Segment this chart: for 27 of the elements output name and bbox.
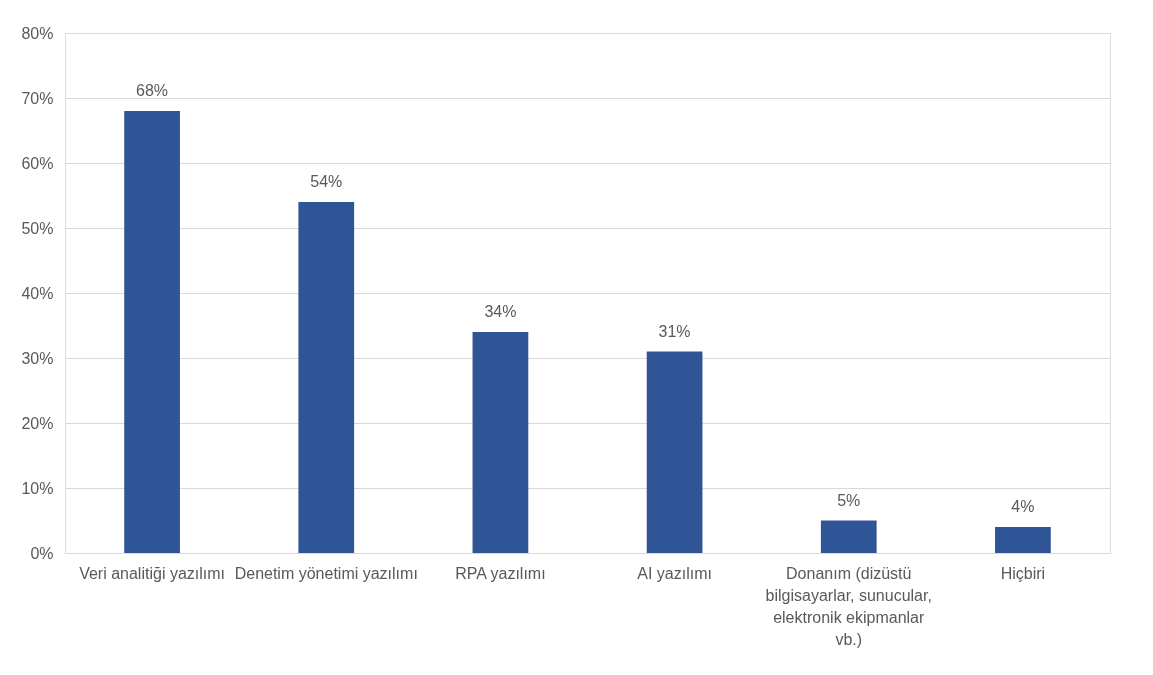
x-tick-label: RPA yazılımı bbox=[455, 564, 546, 582]
data-label: 5% bbox=[837, 491, 861, 509]
y-tick-label: 80% bbox=[21, 24, 54, 42]
data-label: 54% bbox=[310, 173, 343, 190]
bar bbox=[646, 351, 703, 553]
bar bbox=[124, 111, 180, 553]
bar bbox=[298, 202, 355, 553]
data-label: 68% bbox=[136, 82, 169, 99]
x-tick-label: Hiçbiri bbox=[1000, 564, 1046, 582]
bar bbox=[820, 520, 877, 553]
y-tick-label: 0% bbox=[30, 544, 54, 562]
x-tick-label: Veri analitiği yazılımı bbox=[79, 564, 226, 582]
bar bbox=[995, 527, 1051, 553]
data-label: 31% bbox=[658, 322, 691, 340]
bar bbox=[472, 332, 529, 553]
x-tick-label: Donanım (dizüstü bilgisayarlar, sunucular, elektronik ekipmanlar vb.) bbox=[765, 564, 932, 648]
x-tick-label: AI yazılımı bbox=[637, 564, 712, 582]
y-tick-label: 60% bbox=[21, 154, 54, 172]
y-tick-label: 30% bbox=[21, 349, 54, 367]
y-tick-label: 20% bbox=[21, 414, 54, 432]
data-label: 4% bbox=[1011, 498, 1035, 515]
y-tick-label: 50% bbox=[21, 219, 54, 237]
y-tick-label: 70% bbox=[21, 89, 54, 107]
data-label: 34% bbox=[484, 303, 517, 320]
y-tick-label: 10% bbox=[21, 479, 54, 497]
y-tick-label: 40% bbox=[21, 284, 54, 302]
x-tick-label: Denetim yönetimi yazılımı bbox=[234, 564, 418, 582]
